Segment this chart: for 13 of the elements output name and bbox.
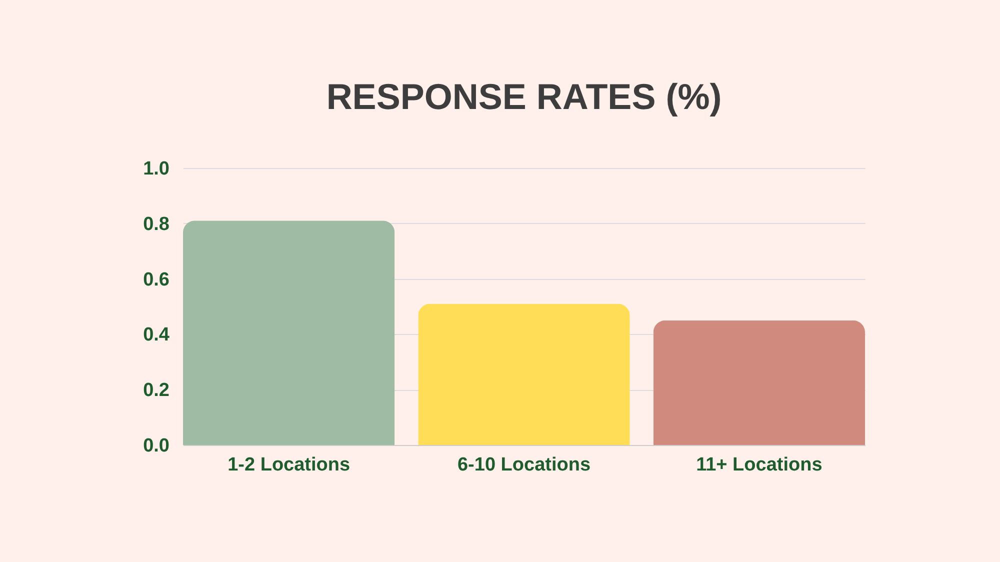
y-tick-label: 1.0	[143, 158, 170, 180]
y-tick-label: 0.4	[143, 324, 170, 346]
y-tick-label: 0.6	[143, 269, 170, 290]
x-tick-label: 6-10 Locations	[457, 454, 591, 476]
y-tick-label: 0.8	[143, 214, 170, 235]
x-tick-label: 1-2 Locations	[228, 454, 350, 476]
bar	[653, 320, 865, 445]
bar	[418, 304, 630, 445]
y-tick-label: 0.2	[143, 380, 170, 402]
y-tick-label: 0.0	[143, 436, 170, 456]
bar	[183, 220, 395, 445]
x-tick-label: 11+ Locations	[696, 454, 822, 476]
chart-title: RESPONSE RATES (%)	[326, 76, 722, 117]
